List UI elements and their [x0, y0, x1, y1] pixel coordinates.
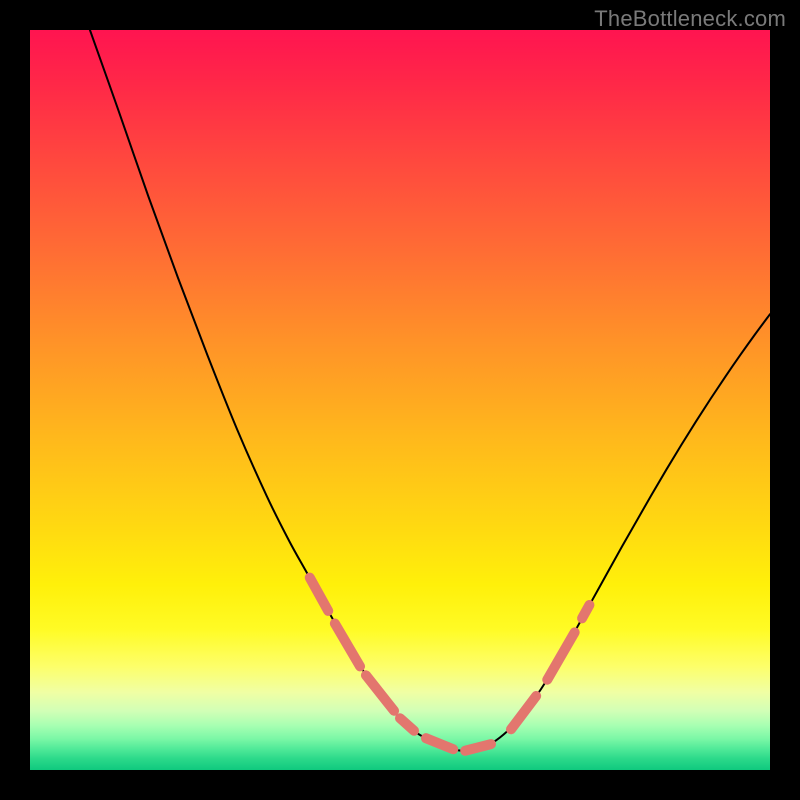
highlight-segment — [582, 605, 589, 618]
bottleneck-curve-chart — [0, 0, 800, 800]
plot-background-gradient — [30, 30, 770, 770]
highlight-segment — [465, 744, 491, 751]
